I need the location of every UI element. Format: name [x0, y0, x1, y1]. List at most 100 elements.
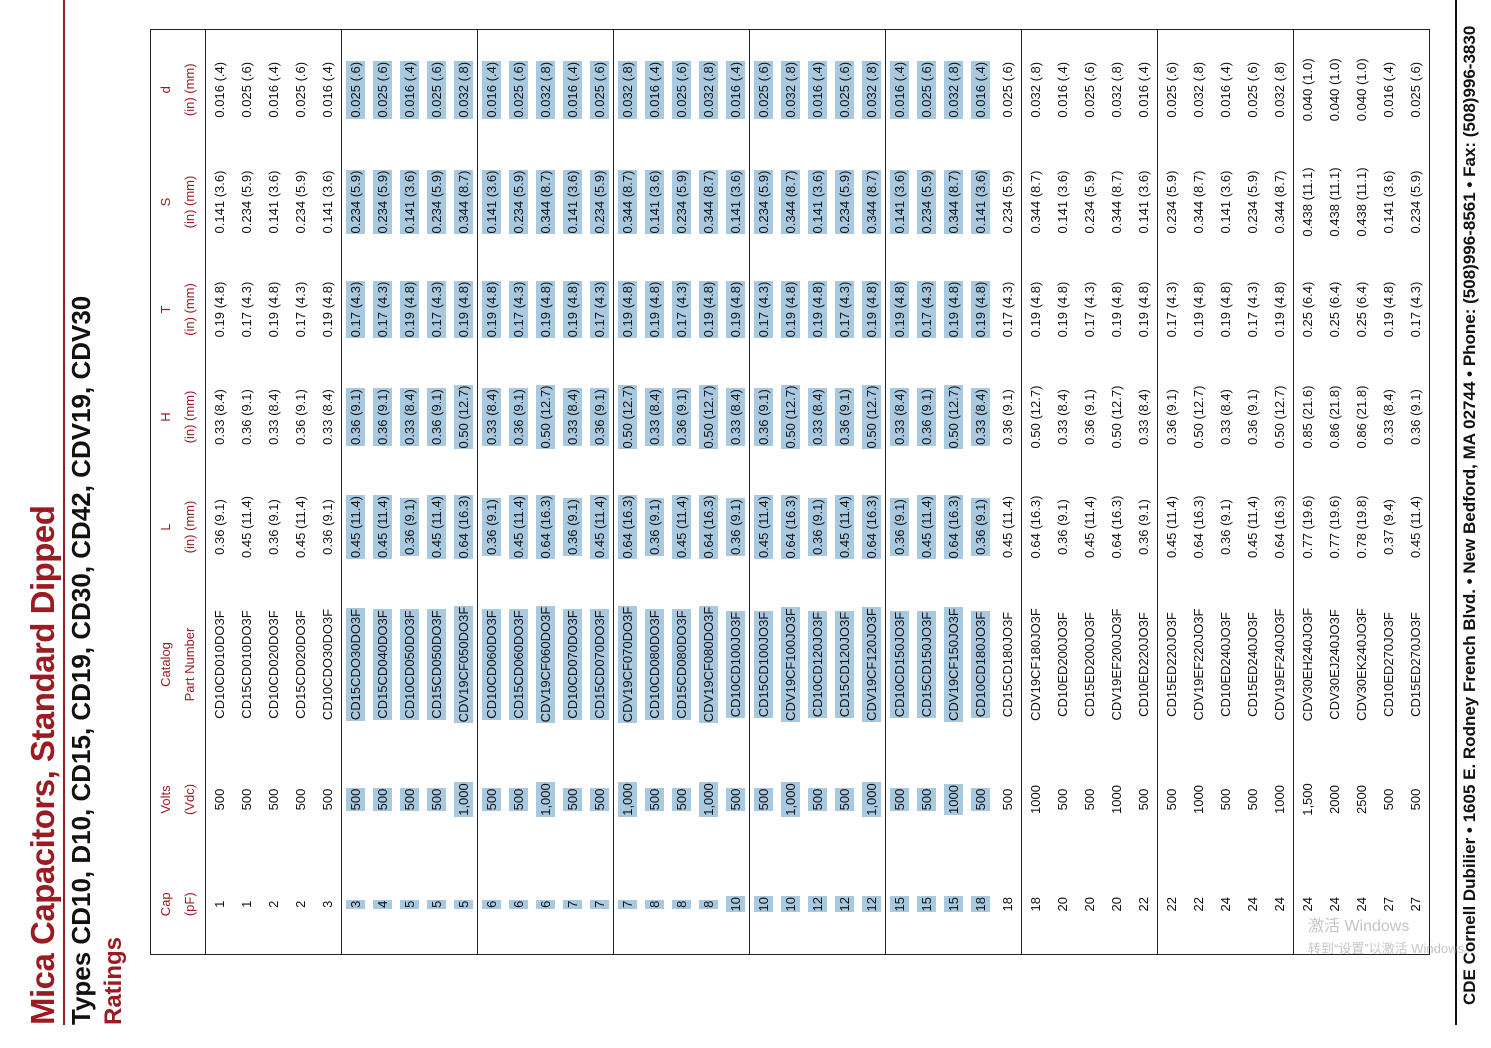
cell-text: 500: [293, 788, 308, 811]
table-cell: 20: [1049, 855, 1076, 955]
table-cell: 0.45 (11.4): [913, 470, 940, 585]
cell-text: 0.45 (11.4): [590, 495, 609, 559]
table-cell: 0.17 (4.3): [586, 255, 614, 365]
cell-text: 0.36 (9.1): [754, 388, 773, 446]
cell-text: 1,000: [699, 782, 718, 817]
cell-text: 500: [1381, 788, 1396, 811]
table-cell: 8: [695, 855, 722, 955]
table-cell: 0.234 (5.9): [233, 150, 260, 255]
table-cell: 500: [1130, 745, 1158, 855]
cell-text: 0.19 (4.8): [1191, 281, 1206, 338]
table-cell: 500: [342, 745, 370, 855]
cell-text: 2500: [1354, 785, 1369, 814]
cell-text: 3: [320, 900, 335, 908]
table-cell: 0.19 (4.8): [314, 255, 342, 365]
cell-text: 500: [373, 787, 392, 812]
table-cell: 0.19 (4.8): [722, 255, 750, 365]
table-cell: 0.19 (4.8): [1185, 255, 1212, 365]
column-unit: (in) (mm): [182, 283, 197, 336]
table-cell: 0.45 (11.4): [1239, 470, 1266, 585]
table-cell: 15: [886, 855, 914, 955]
column-header: H (in) (mm): [151, 365, 206, 470]
table-cell: 1000: [1022, 745, 1050, 855]
table-cell: 0.032 (.8): [614, 30, 642, 150]
cell-text: 0.141 (3.6): [890, 169, 909, 235]
column-label: Catalog: [158, 642, 173, 687]
table-cell: 0.19 (4.8): [1049, 255, 1076, 365]
table-cell: 7: [586, 855, 614, 955]
table-row: 20 500 CD15ED200JO3F 0.45 (11.4) 0.36 (9.1) 0…: [1076, 30, 1103, 955]
table-cell: 500: [1076, 745, 1103, 855]
cell-text: CDV19CF150JO3F: [944, 607, 963, 722]
table-cell: 0.45 (11.4): [994, 470, 1022, 585]
table-cell: 0.17 (4.3): [994, 255, 1022, 365]
table-cell: CD15CD020DO3F: [287, 585, 314, 745]
table-cell: 0.64 (16.3): [1022, 470, 1050, 585]
cell-text: 0.17 (4.3): [427, 280, 446, 339]
cell-text: 0.36 (9.1): [1136, 499, 1151, 555]
table-row: 5 1,000 CDV19CF050DO3F 0.64 (16.3) 0.50 (12.…: [450, 29, 478, 955]
table-cell: 0.016 (.4): [1375, 30, 1402, 150]
table-cell: 0.36 (9.1): [369, 365, 396, 470]
table-cell: 18: [967, 855, 994, 955]
table-cell: CD10CD180JO3F: [967, 585, 994, 745]
table-cell: 0.234 (5.9): [668, 150, 695, 255]
table-cell: 0.19 (4.8): [450, 255, 478, 365]
table-cell: 0.50 (12.7): [614, 365, 642, 470]
cell-text: CD10CD180JO3F: [971, 610, 990, 719]
table-cell: 0.64 (16.3): [940, 470, 967, 585]
table-cell: 0.016 (.4): [722, 30, 750, 150]
table-cell: 8: [641, 855, 668, 955]
table-cell: 0.19 (4.8): [478, 255, 506, 365]
table-row: 6 1,000 CDV19CF060DO3F 0.64 (16.3) 0.50 (12.…: [532, 30, 559, 955]
cell-text: 24: [1327, 897, 1342, 912]
table-cell: 0.234 (5.9): [1076, 150, 1103, 255]
cell-text: 0.85 (21.6): [1300, 385, 1315, 449]
cell-text: 0.234 (5.9): [1082, 170, 1097, 234]
column-unit: (in) (mm): [182, 390, 197, 444]
table-cell: 0.64 (16.3): [1185, 470, 1212, 585]
cell-text: 0.438 (11.1): [1354, 167, 1369, 237]
cell-text: 0.025 (.6): [1245, 61, 1260, 118]
table-cell: 0.025 (.6): [1076, 30, 1103, 150]
subtitle: Types CD10, D10, CD15, CD19, CD30, CD42,…: [66, 295, 96, 1025]
cell-text: 500: [1245, 788, 1260, 811]
cell-text: 0.36 (9.1): [1245, 389, 1260, 445]
table-cell: 0.032 (.8): [858, 30, 886, 150]
table-cell: 500: [505, 745, 532, 855]
table-cell: 0.234 (5.9): [1402, 150, 1430, 255]
cell-text: 1,000: [454, 782, 473, 817]
table-cell: 0.19 (4.8): [1266, 255, 1294, 365]
table-cell: 0.025 (.6): [342, 30, 370, 150]
table-cell: CDV19CF050DO3F: [450, 585, 478, 745]
table-cell: CD15CD040DO3F: [369, 585, 396, 745]
table-cell: 0.36 (9.1): [886, 470, 914, 585]
cell-text: 0.45 (11.4): [427, 495, 446, 559]
table-cell: 500: [559, 745, 586, 855]
table-cell: 0.032 (.8): [1185, 30, 1212, 150]
table-cell: 0.040 (1.0): [1321, 30, 1348, 150]
table-cell: 0.438 (11.1): [1294, 150, 1322, 255]
cell-text: 0.344 (8.7): [944, 169, 963, 235]
cell-text: 22: [1191, 897, 1206, 912]
table-cell: 0.141 (3.6): [314, 150, 342, 255]
table-cell: 24: [1239, 855, 1266, 955]
table-cell: 0.016 (.4): [314, 30, 342, 150]
watermark: 激活 Windows 转到“设置”以激活 Windows。: [1308, 916, 1477, 960]
column-unit: (Vdc): [182, 783, 197, 816]
table-cell: 0.344 (8.7): [614, 150, 642, 255]
table-cell: 500: [1375, 745, 1402, 855]
table-cell: 0.36 (9.1): [1402, 365, 1430, 470]
table-cell: 0.141 (3.6): [260, 150, 287, 255]
table-cell: 0.234 (5.9): [586, 150, 614, 255]
cell-text: 0.19 (4.8): [781, 280, 800, 339]
cell-text: 0.33 (8.4): [212, 389, 227, 445]
table-cell: CD15ED220JO3F: [1158, 585, 1186, 745]
cell-text: 24: [1354, 897, 1369, 912]
table-cell: 12: [858, 855, 886, 955]
cell-text: 500: [1164, 788, 1179, 811]
cell-text: 0.36 (9.1): [400, 498, 419, 556]
table-cell: 0.45 (11.4): [287, 470, 314, 585]
table-cell: 0.50 (12.7): [450, 365, 478, 470]
cell-text: 0.36 (9.1): [509, 388, 528, 446]
